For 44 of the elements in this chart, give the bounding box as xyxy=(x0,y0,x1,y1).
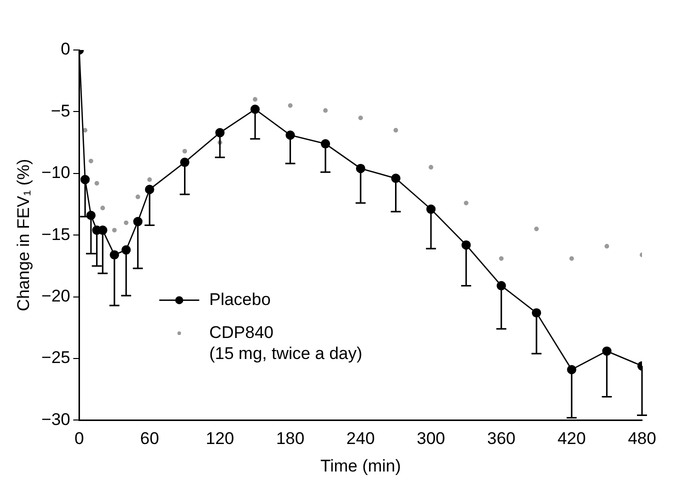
y-tick-label: −15 xyxy=(41,224,70,244)
point xyxy=(112,228,117,232)
x-tick-label: 300 xyxy=(416,429,446,448)
point xyxy=(428,164,434,170)
legend-label: Placebo xyxy=(209,290,271,309)
x-tick-label: 60 xyxy=(140,429,160,448)
point xyxy=(393,128,398,133)
x-tick-label: 0 xyxy=(74,429,84,448)
y-axis-title: Change in FEV₁ (%) xyxy=(14,159,33,312)
point xyxy=(88,158,94,164)
point xyxy=(144,184,154,194)
point xyxy=(288,103,293,108)
point xyxy=(534,226,539,232)
y-tick-label: −5 xyxy=(50,101,70,120)
point xyxy=(391,174,400,183)
point xyxy=(252,97,258,102)
point xyxy=(100,206,105,210)
point xyxy=(94,180,100,186)
point xyxy=(461,240,471,250)
point xyxy=(147,177,152,182)
point xyxy=(136,194,140,200)
x-tick-label: 360 xyxy=(487,429,516,448)
point xyxy=(182,148,188,154)
y-tick-label: −30 xyxy=(41,410,70,429)
y-tick-label: −20 xyxy=(41,286,70,306)
x-tick-label: 240 xyxy=(346,429,375,448)
y-tick-label: −10 xyxy=(41,163,70,182)
point xyxy=(569,256,574,261)
point xyxy=(124,220,128,226)
point xyxy=(602,346,612,356)
point xyxy=(133,216,143,226)
x-tick-label: 480 xyxy=(628,429,656,448)
point xyxy=(604,244,610,249)
y-tick-label: −25 xyxy=(41,348,70,368)
x-axis-title: Time (min) xyxy=(320,456,401,476)
point xyxy=(499,256,504,261)
point xyxy=(464,200,468,206)
point xyxy=(358,116,363,120)
x-tick-label: 120 xyxy=(206,429,234,448)
x-tick-label: 180 xyxy=(276,429,304,448)
x-tick-label: 420 xyxy=(557,429,586,448)
point xyxy=(323,108,328,113)
y-tick-label: 0 xyxy=(60,40,70,59)
legend-label: CDP840 (15 mg, twice a day) xyxy=(209,322,362,363)
